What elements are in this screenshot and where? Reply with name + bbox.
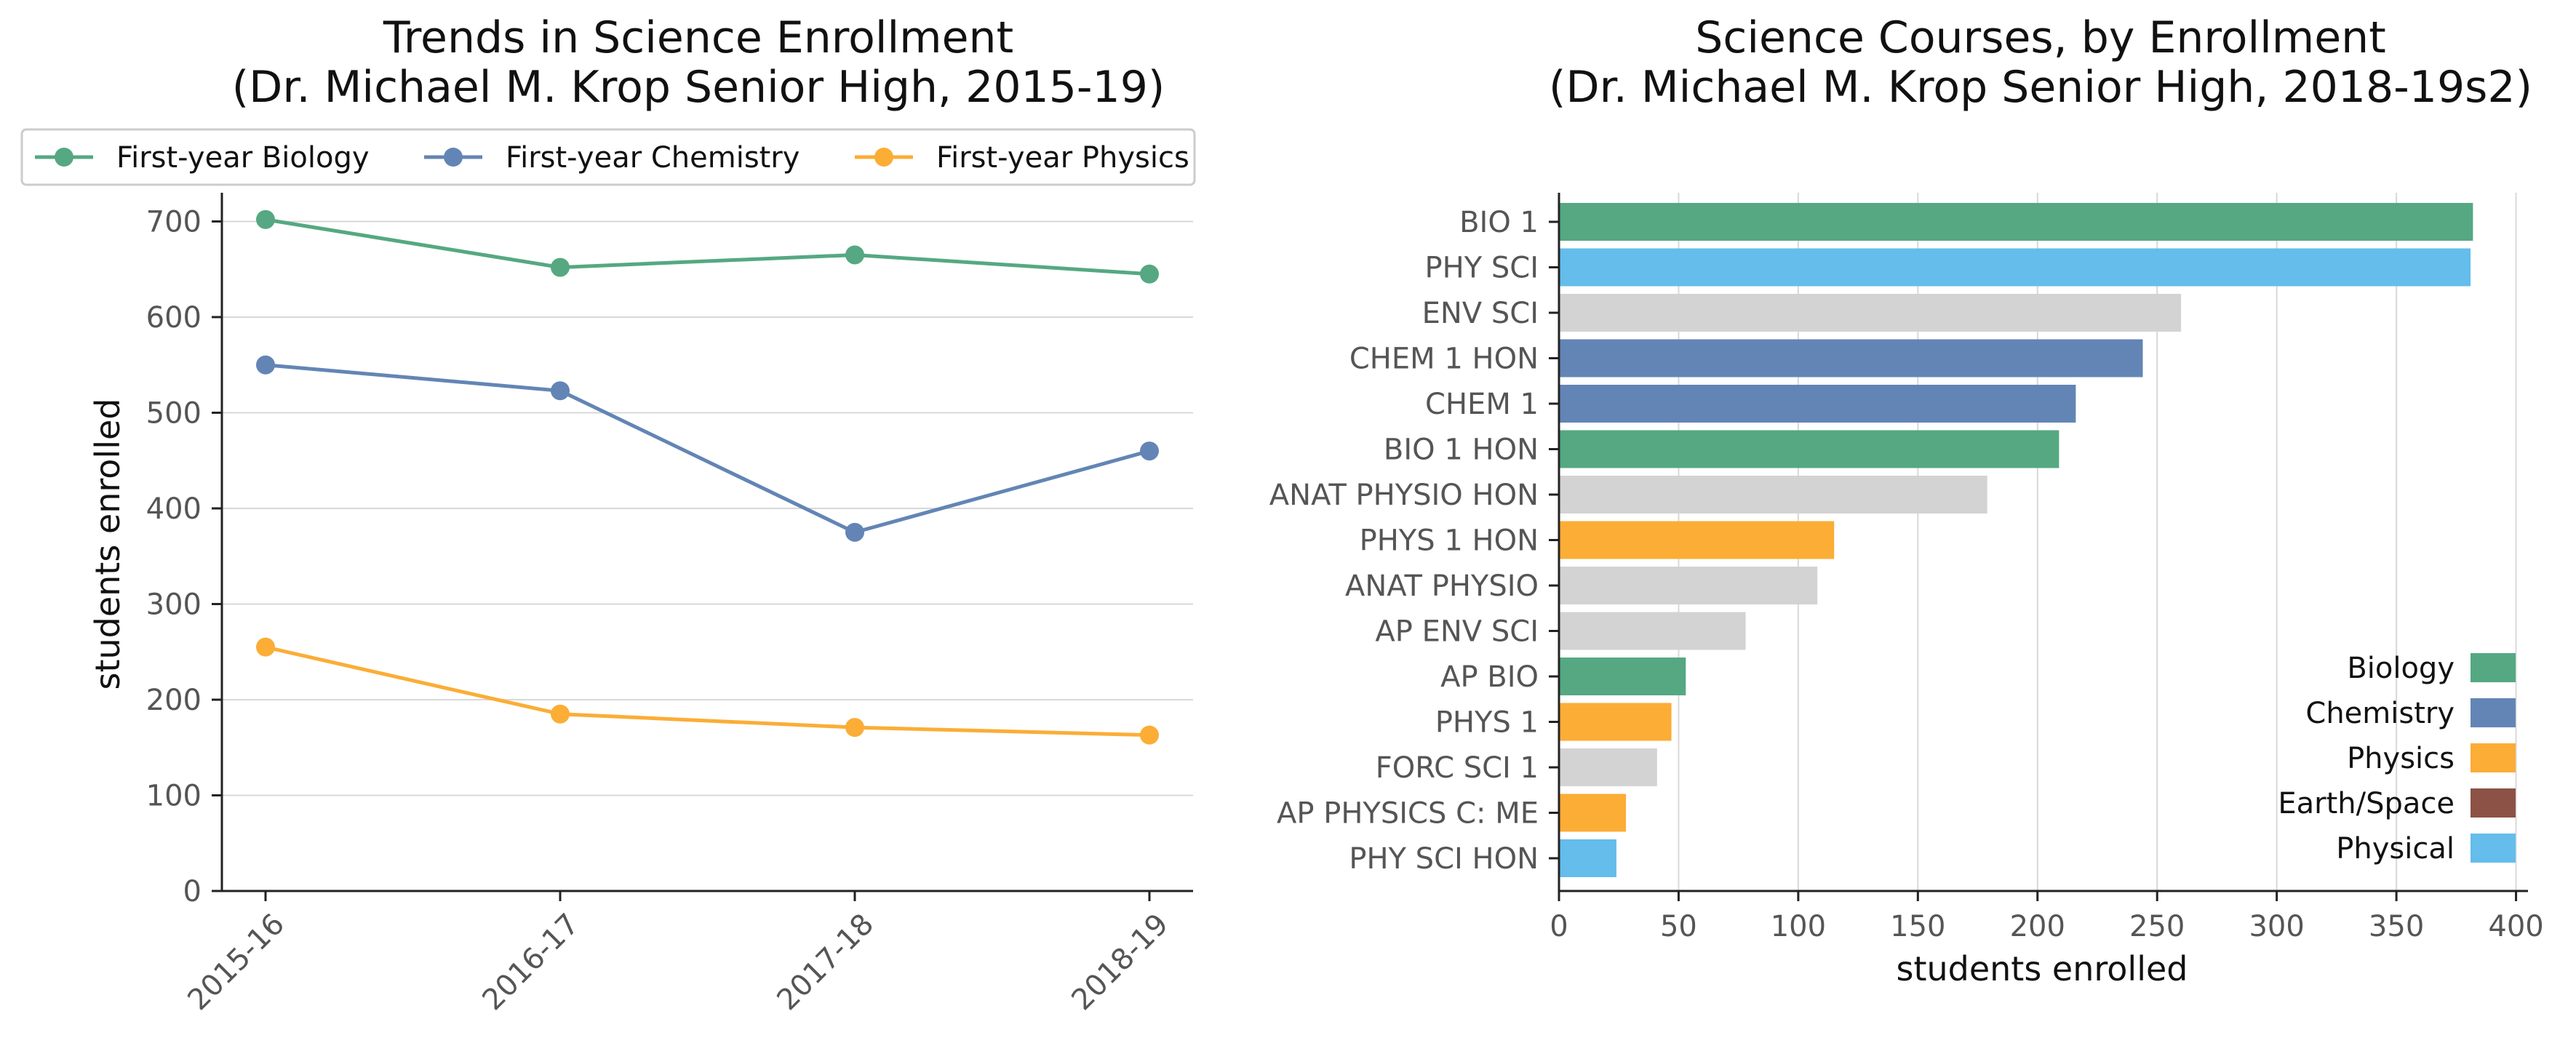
line-chart-subtitle: (Dr. Michael M. Krop Senior High, 2015-1… xyxy=(232,62,1165,113)
line-chart-xtick-label: 2018-19 xyxy=(1065,908,1175,1018)
bar-category-label: ENV SCI xyxy=(1422,297,1539,330)
bar-legend-swatch xyxy=(2471,743,2516,772)
line-chart-title: Trends in Science Enrollment xyxy=(383,12,1013,63)
bar-chart-xlabel: students enrolled xyxy=(1897,949,2188,988)
bar xyxy=(1559,294,2182,332)
bar-legend-swatch xyxy=(2471,788,2516,818)
bar-category-label: AP BIO xyxy=(1440,660,1539,694)
bar xyxy=(1559,385,2076,423)
legend-label: First-year Chemistry xyxy=(506,141,799,175)
bar xyxy=(1559,703,1672,741)
bar-chart-xtick-label: 300 xyxy=(2249,910,2304,943)
bar-category-label: PHY SCI HON xyxy=(1349,842,1539,876)
bar xyxy=(1559,521,1835,559)
line-point xyxy=(551,704,570,724)
line-chart-ylabel: students enrolled xyxy=(88,399,127,690)
bar xyxy=(1559,430,2059,468)
bar-legend-swatch xyxy=(2471,834,2516,863)
bar xyxy=(1559,567,1818,604)
legend-marker xyxy=(444,148,463,167)
bar-legend-label: Physical xyxy=(2336,832,2455,866)
bar-legend-swatch xyxy=(2471,698,2516,727)
line-point xyxy=(1140,264,1159,284)
legend-label: First-year Biology xyxy=(116,141,370,175)
line-chart-ytick-label: 300 xyxy=(146,588,202,621)
bar-category-label: PHYS 1 HON xyxy=(1360,524,1539,558)
line-point xyxy=(256,355,275,375)
bar-category-label: ANAT PHYSIO HON xyxy=(1269,479,1539,512)
bar-category-label: BIO 1 xyxy=(1459,206,1539,239)
bar-legend-swatch xyxy=(2471,653,2516,682)
line-chart-ytick-label: 500 xyxy=(146,396,202,430)
bar-chart-xtick-label: 200 xyxy=(2010,910,2065,943)
bar xyxy=(1559,794,1627,832)
bar-chart-xtick-label: 100 xyxy=(1771,910,1826,943)
bar-category-label: AP PHYSICS C: ME xyxy=(1277,797,1539,831)
line-chart-legend: First-year Biology First-year Chemistry Fi… xyxy=(20,128,1196,186)
bar-chart-xtick-label: 150 xyxy=(1890,910,1945,943)
bar-chart: Science Courses, by Enrollment (Dr. Mich… xyxy=(1269,12,2544,988)
line-point xyxy=(551,381,570,401)
bar xyxy=(1559,203,2473,241)
bar-legend-label: Chemistry xyxy=(2305,697,2455,730)
bar-category-label: PHYS 1 xyxy=(1435,706,1539,740)
bar xyxy=(1559,339,2143,377)
line-point xyxy=(551,257,570,277)
line-point xyxy=(1140,441,1159,461)
bar-chart-xtick-label: 250 xyxy=(2129,910,2185,943)
line-series-2 xyxy=(265,645,1150,738)
line-point xyxy=(845,522,864,542)
bar xyxy=(1559,612,1746,650)
bar-category-label: CHEM 1 HON xyxy=(1349,343,1539,376)
line-chart-xtick-label: 2015-16 xyxy=(181,908,291,1018)
bar-category-label: AP ENV SCI xyxy=(1375,615,1539,649)
line-point xyxy=(1140,725,1159,745)
bar-chart-xtick-label: 50 xyxy=(1660,910,1697,943)
bar xyxy=(1559,748,1657,786)
bar-legend-label: Physics xyxy=(2347,742,2455,775)
line-point xyxy=(256,209,275,229)
bar-category-label: FORC SCI 1 xyxy=(1376,751,1539,785)
legend-marker xyxy=(55,148,73,167)
legend-marker xyxy=(874,148,893,167)
bar xyxy=(1559,658,1686,695)
bar-chart-xtick-label: 400 xyxy=(2488,910,2543,943)
line-chart-xtick-label: 2016-17 xyxy=(476,908,586,1018)
bar xyxy=(1559,839,1616,877)
line-point xyxy=(845,718,864,738)
line-series-0 xyxy=(265,217,1150,276)
line-chart-ytick-label: 200 xyxy=(146,684,202,717)
line-point xyxy=(845,245,864,265)
bar-category-label: BIO 1 HON xyxy=(1384,433,1539,467)
line-point xyxy=(256,637,275,657)
bar-chart-subtitle: (Dr. Michael M. Krop Senior High, 2018-1… xyxy=(1549,62,2532,113)
bar-chart-xtick-label: 0 xyxy=(1550,910,1568,943)
bar-category-label: PHY SCI xyxy=(1425,252,1539,285)
bar-legend-label: Earth/Space xyxy=(2278,787,2455,820)
legend-label: First-year Physics xyxy=(936,141,1189,175)
bar-category-label: CHEM 1 xyxy=(1425,388,1539,421)
line-chart-ytick-label: 600 xyxy=(146,301,202,335)
line-chart-ytick-label: 0 xyxy=(183,875,202,908)
line-chart: Trends in Science Enrollment (Dr. Michae… xyxy=(20,12,1196,1018)
line-chart-ytick-label: 400 xyxy=(146,492,202,526)
bar-category-label: ANAT PHYSIO xyxy=(1345,570,1539,603)
line-series-1 xyxy=(265,363,1150,535)
bar xyxy=(1559,476,1987,513)
line-chart-ytick-label: 700 xyxy=(146,205,202,239)
bar xyxy=(1559,248,2471,287)
bar-chart-xtick-label: 350 xyxy=(2369,910,2424,943)
bar-legend-label: Biology xyxy=(2347,652,2455,685)
line-chart-ytick-label: 100 xyxy=(146,779,202,812)
bar-chart-title: Science Courses, by Enrollment xyxy=(1695,12,2385,63)
line-chart-xtick-label: 2017-18 xyxy=(770,908,880,1018)
legend-frame xyxy=(20,128,1196,186)
